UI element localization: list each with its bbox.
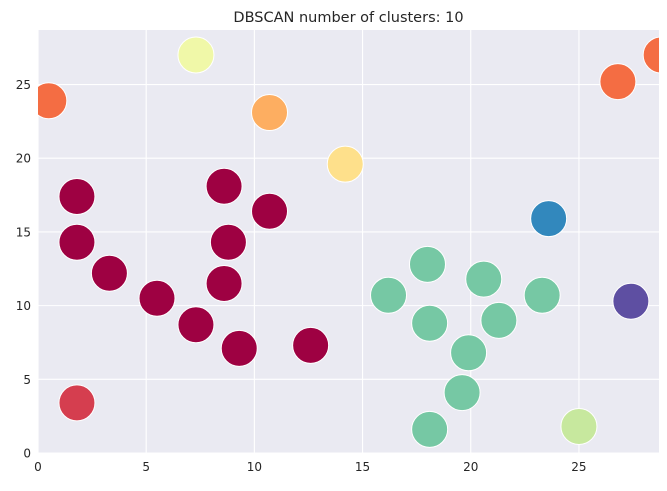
y-tick-label: 0 bbox=[23, 447, 31, 461]
cluster-0-point bbox=[205, 167, 243, 205]
cluster-0-point bbox=[58, 178, 96, 216]
cluster-7-point bbox=[523, 276, 561, 314]
y-tick-label: 10 bbox=[16, 299, 31, 313]
plot-area bbox=[38, 30, 659, 453]
cluster-5-point bbox=[177, 36, 215, 74]
cluster-6-point bbox=[560, 407, 598, 445]
cluster-7-point bbox=[450, 334, 488, 372]
cluster-2-point bbox=[599, 63, 637, 101]
cluster-8-point bbox=[530, 200, 568, 238]
cluster-7-point bbox=[443, 374, 481, 412]
cluster-0-point bbox=[205, 265, 243, 303]
cluster-0-point bbox=[292, 326, 330, 364]
y-tick-label: 5 bbox=[23, 373, 31, 387]
y-tick-label: 25 bbox=[16, 78, 31, 92]
x-tick-label: 5 bbox=[142, 460, 150, 474]
cluster-1-point bbox=[58, 384, 96, 422]
cluster-7-point bbox=[370, 276, 408, 314]
chart-title: DBSCAN number of clusters: 10 bbox=[233, 10, 463, 26]
cluster-0-point bbox=[220, 329, 258, 367]
y-axis-ticks: 0 5 10 15 20 25 bbox=[16, 78, 31, 460]
y-tick-label: 20 bbox=[16, 152, 31, 166]
x-tick-label: 20 bbox=[463, 460, 478, 474]
cluster-7-point bbox=[408, 245, 446, 283]
cluster-0-point bbox=[177, 306, 215, 344]
cluster-7-point bbox=[411, 304, 449, 342]
x-tick-label: 0 bbox=[34, 460, 42, 474]
cluster-7-point bbox=[411, 410, 449, 448]
cluster-4-point bbox=[326, 145, 364, 183]
cluster-2-point bbox=[38, 82, 68, 120]
cluster-0-point bbox=[90, 254, 128, 292]
x-tick-label: 25 bbox=[571, 460, 586, 474]
cluster-9-point bbox=[612, 282, 650, 320]
cluster-0-point bbox=[138, 279, 176, 317]
data-points bbox=[38, 36, 659, 448]
cluster-7-point bbox=[465, 260, 503, 298]
x-tick-label: 15 bbox=[355, 460, 370, 474]
cluster-3-point bbox=[251, 94, 289, 132]
cluster-7-point bbox=[480, 301, 518, 339]
y-tick-label: 15 bbox=[16, 225, 31, 239]
cluster-0-point bbox=[209, 223, 247, 261]
cluster-0-point bbox=[58, 223, 96, 261]
x-tick-label: 10 bbox=[247, 460, 262, 474]
cluster-0-point bbox=[251, 192, 289, 230]
cluster-2-point bbox=[642, 36, 659, 74]
x-axis-ticks: 0 5 10 15 20 25 bbox=[34, 460, 586, 474]
